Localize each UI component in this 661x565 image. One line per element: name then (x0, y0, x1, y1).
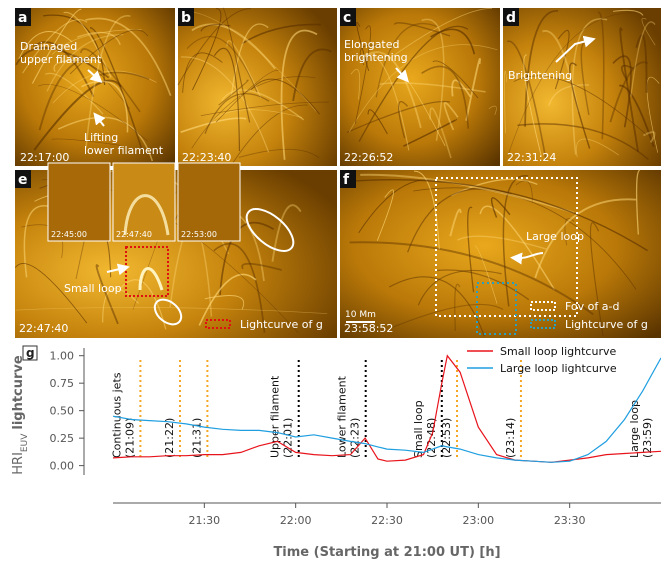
y-tick-label: 0.00 (50, 460, 75, 473)
figure: a Drainaged upper filament Lifting lower… (0, 0, 661, 565)
legend-label: Small loop lightcurve (500, 345, 616, 358)
timestamp: 22:47:40 (19, 322, 68, 335)
timestamp: 23:58:52 (344, 322, 393, 335)
event-time: (21:09) (123, 418, 136, 458)
event-time: (22:48) (425, 418, 438, 458)
y-axis-label: HRIEUV lightcurve (11, 355, 30, 475)
annotation: lower filament (84, 144, 164, 157)
legend-text: Lightcurve of g (565, 318, 648, 331)
event-time: (22:23) (349, 418, 362, 458)
event-label: Upper filament (269, 375, 282, 458)
annotation: Brightening (508, 69, 572, 82)
lightcurve-chart: g HRIEUV lightcurve Time (Starting at 21:… (11, 345, 661, 560)
annotation: upper filament (20, 53, 102, 66)
event-time: (23:14) (504, 418, 517, 458)
event-time: (21:31) (190, 418, 203, 458)
y-tick-label: 1.00 (50, 350, 75, 363)
annotation: Large loop (526, 230, 584, 243)
x-axis-label: Time (Starting at 21:00 UT) [h] (273, 545, 500, 560)
timestamp: 22:31:24 (507, 151, 556, 164)
y-tick-label: 0.75 (50, 377, 75, 390)
annotation: Drainaged (20, 40, 77, 53)
y-label-base: HRI (11, 452, 26, 475)
panel-label: g (26, 346, 35, 360)
x-tick-label: 23:30 (554, 514, 586, 527)
panel-label: d (506, 10, 516, 26)
y-label-subscript: EUV (20, 433, 30, 452)
panel-label: b (181, 10, 191, 26)
annotation: Lifting (84, 131, 118, 144)
timestamp: 22:26:52 (344, 151, 393, 164)
y-label-rest: lightcurve (11, 355, 26, 430)
x-tick-label: 23:00 (462, 514, 494, 527)
annotation: Elongated (344, 38, 400, 51)
panel-label: f (343, 172, 350, 188)
x-tick-label: 22:00 (280, 514, 312, 527)
timestamp: 22:17:00 (20, 151, 69, 164)
panel-c-image (340, 8, 500, 166)
inset-timestamp: 22:47:40 (116, 230, 152, 239)
inset-timestamp: 22:53:00 (181, 230, 217, 239)
legend-label: Large loop lightcurve (500, 362, 617, 375)
event-label: Lower filament (336, 375, 349, 458)
panel-label: e (18, 172, 28, 188)
annotation: brightening (344, 51, 408, 64)
panel-label: a (18, 10, 27, 26)
scale-label: 10 Mm (345, 310, 376, 320)
y-tick-label: 0.25 (50, 432, 75, 445)
legend-text: Fov of a-d (565, 300, 619, 313)
x-tick-label: 21:30 (188, 514, 220, 527)
event-label: Small loop (412, 400, 425, 458)
event-label: Continuous jets (110, 372, 123, 458)
event-time: (22:53) (440, 418, 453, 458)
inset-timestamp: 22:45:00 (51, 230, 87, 239)
panel-label: c (343, 10, 351, 26)
legend-text: Lightcurve of g (240, 318, 323, 331)
event-time: (21:22) (163, 418, 176, 458)
x-tick-label: 22:30 (371, 514, 403, 527)
event-label: Large loop (628, 400, 641, 458)
y-tick-label: 0.50 (50, 405, 75, 418)
timestamp: 22:23:40 (182, 151, 231, 164)
annotation: Small loop (64, 282, 122, 295)
event-time: (22:01) (282, 418, 295, 458)
